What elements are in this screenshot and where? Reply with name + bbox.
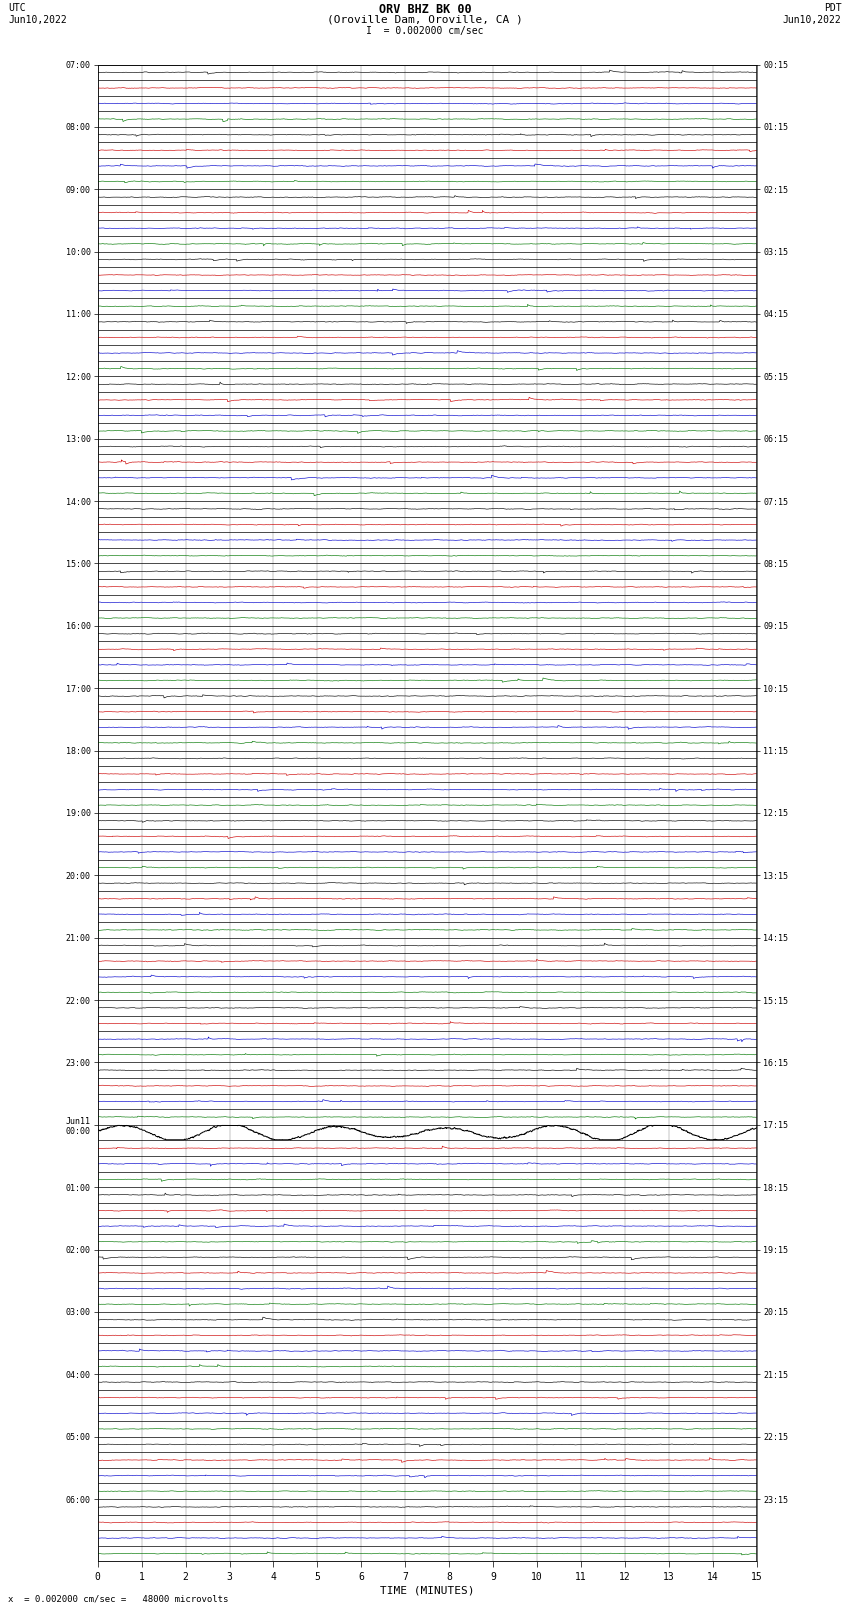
Text: I  = 0.002000 cm/sec: I = 0.002000 cm/sec	[366, 26, 484, 35]
Text: Jun10,2022: Jun10,2022	[8, 15, 67, 24]
Text: ORV BHZ BK 00: ORV BHZ BK 00	[379, 3, 471, 16]
Text: x  = 0.002000 cm/sec =   48000 microvolts: x = 0.002000 cm/sec = 48000 microvolts	[8, 1594, 229, 1603]
X-axis label: TIME (MINUTES): TIME (MINUTES)	[380, 1586, 474, 1595]
Text: Jun10,2022: Jun10,2022	[783, 15, 842, 24]
Text: (Oroville Dam, Oroville, CA ): (Oroville Dam, Oroville, CA )	[327, 15, 523, 24]
Text: UTC: UTC	[8, 3, 26, 13]
Text: PDT: PDT	[824, 3, 842, 13]
